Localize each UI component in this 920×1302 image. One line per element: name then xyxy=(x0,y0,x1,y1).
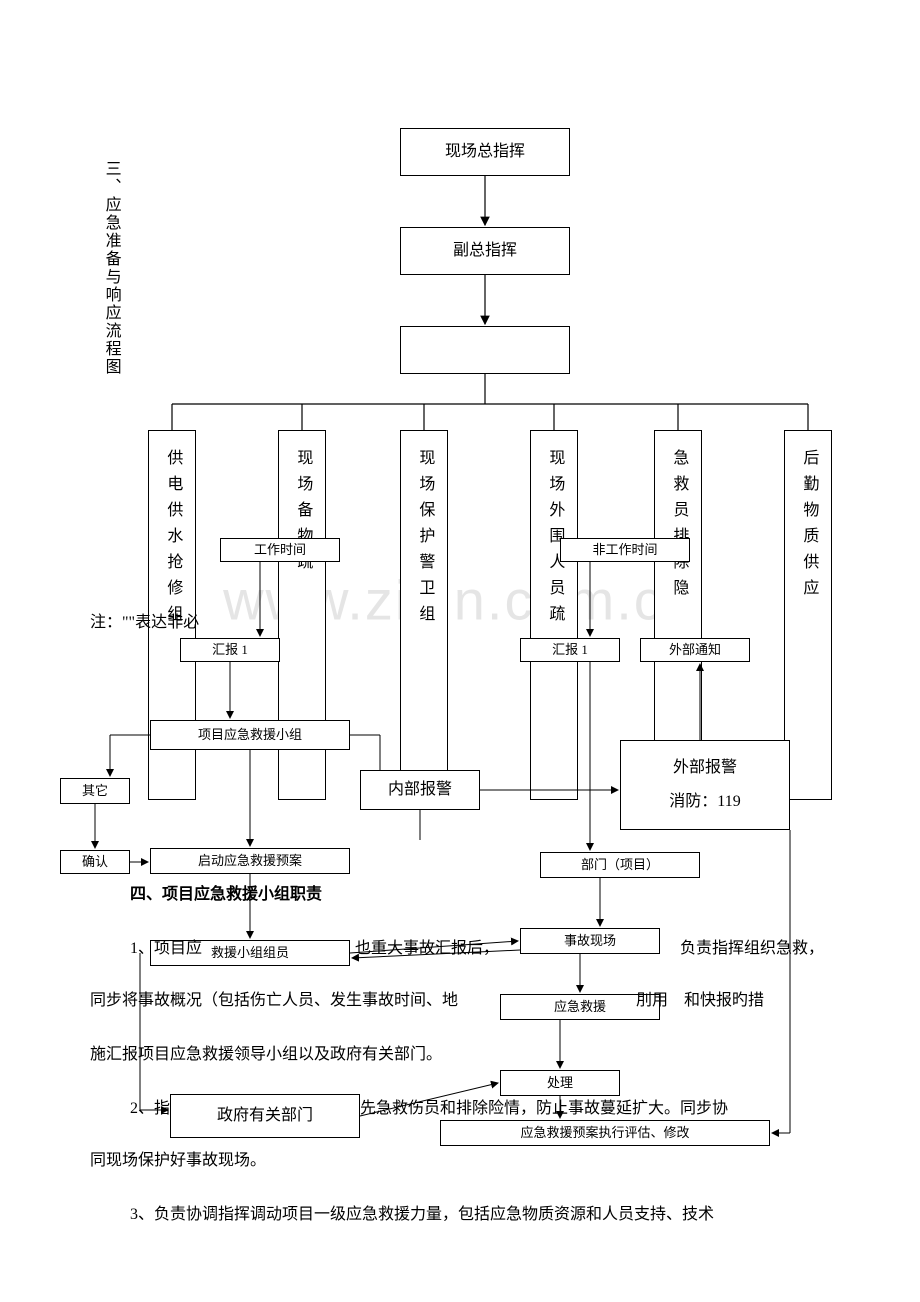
group-6: 后勤物质供应 xyxy=(784,430,832,800)
node-report-1b: 汇报 1 xyxy=(520,638,620,662)
note-text: 注：""表达非必 xyxy=(90,596,199,650)
node-gov-dept: 政府有关部门 xyxy=(170,1094,360,1138)
note-span: 注：""表达非必 xyxy=(90,614,199,631)
node-ext-notify: 外部通知 xyxy=(640,638,750,662)
node-internal-alarm: 内部报警 xyxy=(360,770,480,810)
section-3-title: 三、应急准备与响应流程图 xyxy=(90,160,132,376)
p2b: 刖用 和快报旳措 xyxy=(636,980,764,1022)
p4: 2、指 xyxy=(130,1088,170,1130)
node-external-alarm: 外部报警 消防：119 xyxy=(620,740,790,830)
p1a: 1、项目应 xyxy=(130,928,202,970)
node-non-work-time: 非工作时间 xyxy=(560,538,690,562)
node-dept-proj: 部门（项目） xyxy=(540,852,700,878)
group-3: 现场保护警卫组 xyxy=(400,430,448,800)
external-alarm-line1: 外部报警 xyxy=(673,758,737,779)
p6: 3、负责协调指挥调动项目一级应急救援力量，包括应急物质资源和人员支持、技术 xyxy=(130,1194,714,1236)
external-alarm-line2: 消防：119 xyxy=(669,792,740,813)
p2: 同步将事故概况（包括伤亡人员、发生事故时间、地 xyxy=(90,980,458,1022)
node-start-plan: 启动应急救援预案 xyxy=(150,848,350,874)
p1c: 负责指挥组织急救， xyxy=(680,928,824,970)
node-work-time: 工作时间 xyxy=(220,538,340,562)
p4b: 先急救伤员和排除险情，防止事故蔓延扩大。同步协 xyxy=(360,1088,728,1130)
node-group-leaders xyxy=(400,326,570,374)
node-scene: 事故现场 xyxy=(520,928,660,954)
node-other: 其它 xyxy=(60,778,130,804)
p1b: 也重大事故汇报后， xyxy=(355,928,499,970)
node-commander: 现场总指挥 xyxy=(400,128,570,176)
p3: 施汇报项目应急救援领导小组以及政府有关部门。 xyxy=(90,1034,442,1076)
p5: 同现场保护好事故现场。 xyxy=(90,1140,266,1182)
node-proj-team: 项目应急救援小组 xyxy=(150,720,350,750)
group-4: 现场外围人员疏 xyxy=(530,430,578,800)
node-deputy: 副总指挥 xyxy=(400,227,570,275)
node-confirm: 确认 xyxy=(60,850,130,874)
section-4-title: 四、项目应急救援小组职责 xyxy=(130,874,322,916)
